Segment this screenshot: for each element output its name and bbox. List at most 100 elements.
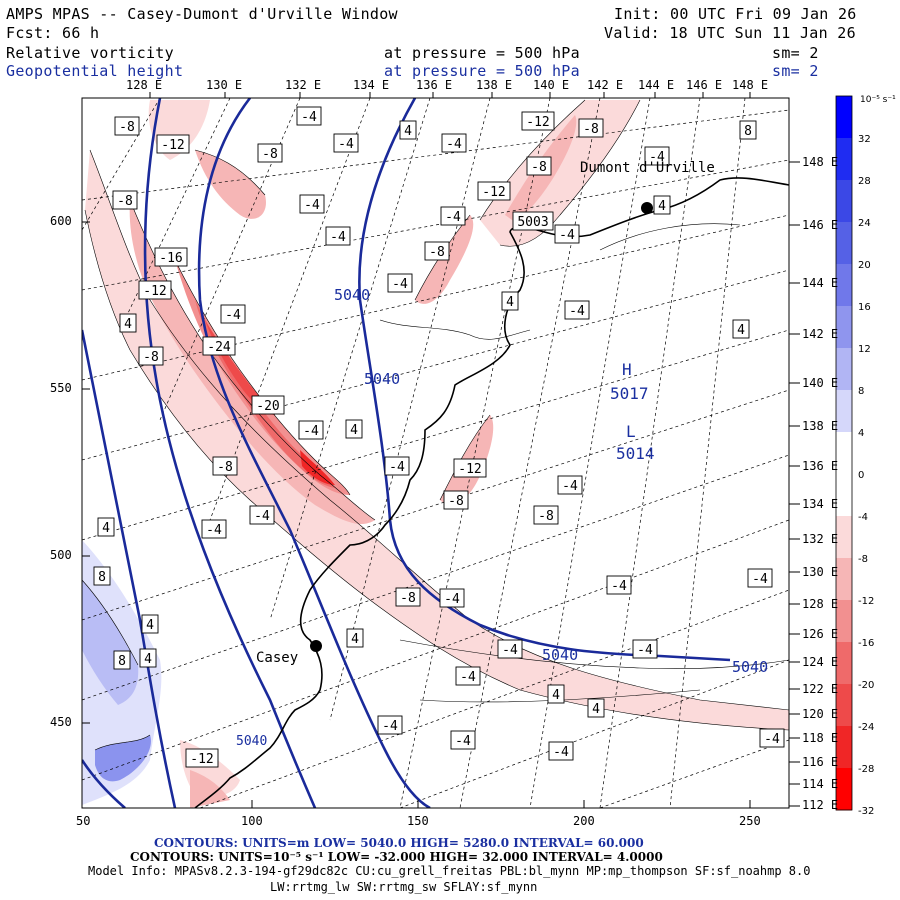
vorticity-label-box [141, 614, 159, 634]
vorticity-label: -12 [458, 462, 481, 477]
right-lon-label: 118 E [802, 731, 839, 745]
right-lon-label: 132 E [802, 532, 839, 546]
vorticity-label: -12 [161, 138, 184, 153]
vorticity-label-box [632, 639, 658, 659]
vorticity-label: -12 [143, 284, 166, 299]
vorticity-label: -8 [538, 509, 554, 524]
vorticity-label-box [138, 280, 172, 300]
vorticity-label-box [185, 748, 219, 768]
vorticity-label-box [257, 143, 283, 163]
colorbar-tick-label: -32 [858, 806, 874, 817]
vorticity-label-box [249, 505, 275, 525]
vorticity-label-box [395, 587, 421, 607]
colorbar-swatch [836, 432, 852, 475]
vorticity-label-box [526, 156, 552, 176]
vorticity-label-box [251, 395, 285, 415]
vorticity-label-box [587, 698, 605, 718]
negative-vorticity-band [85, 150, 789, 730]
height-contour-label: 5040 [236, 734, 268, 749]
right-lon-label: 144 E [802, 276, 839, 290]
right-lon-label: 142 E [802, 327, 839, 341]
vorticity-label: 4 [506, 295, 514, 310]
station-marker-casey [310, 640, 322, 652]
vorticity-label: -4 [446, 137, 462, 152]
vorticity-label: 4 [552, 688, 560, 703]
vorticity-label: -4 [304, 198, 320, 213]
vorticity-label: -4 [301, 110, 317, 125]
colorbar-swatch [836, 264, 852, 307]
top-lon-label: 136 E [416, 78, 453, 92]
colorbar-tick-label: 4 [858, 428, 864, 439]
right-lon-label: 134 E [802, 497, 839, 511]
low-center-symbol: L [626, 422, 636, 441]
vorticity-label-box [296, 106, 322, 126]
colorbar-swatch [836, 516, 852, 559]
vorticity-label-box [154, 247, 188, 267]
right-axis-ticks [789, 161, 800, 807]
colorbar-swatch [836, 726, 852, 769]
vorticity-label: 4 [737, 323, 745, 338]
vorticity-label-box [345, 419, 363, 439]
coastline [194, 177, 789, 808]
colorbar-swatch [836, 180, 852, 223]
vorticity-label: 4 [592, 702, 600, 717]
vorticity-label-box [759, 728, 785, 748]
vorticity-label: -12 [526, 115, 549, 130]
vorticity-label: -4 [444, 592, 460, 607]
x-axis-label: 150 [407, 814, 429, 828]
place-label-casey: Casey [256, 650, 299, 666]
vorticity-label-box [377, 715, 403, 735]
vorticity-label-box [212, 456, 238, 476]
vorticity-label-box [512, 211, 554, 231]
init-time: Init: 00 UTC Fri 09 Jan 26 [614, 5, 857, 23]
colorbar-swatch [836, 684, 852, 727]
vorticity-label-box [578, 118, 604, 138]
colorbar-tick-label: 12 [858, 344, 871, 355]
footer-model-info-2: LW:rrtmg_lw SW:rrtmg_sw SFLAY:sf_mynn [270, 880, 538, 894]
vorticity-label-box [533, 505, 559, 525]
vorticity-label: 8 [98, 570, 106, 585]
vorticity-label: -8 [400, 591, 416, 606]
vorticity-label-box [564, 300, 590, 320]
height-contour-label: 5040 [364, 370, 401, 388]
vorticity-label: -4 [206, 523, 222, 538]
colorbar-tick-label: 28 [858, 176, 871, 187]
station-marker-dumont [641, 202, 653, 214]
colorbar-tick-label: 20 [858, 260, 871, 271]
vorticity-label-box [455, 666, 481, 686]
vorticity-label-box [732, 319, 750, 339]
y-axis-label: 500 [50, 548, 72, 562]
right-lon-label: 140 E [802, 376, 839, 390]
vorticity-label-box [501, 291, 519, 311]
top-lon-label: 148 E [732, 78, 769, 92]
colorbar-tick-label: -4 [858, 512, 868, 523]
colorbar-swatch [836, 222, 852, 265]
colorbar-tick-label: -20 [858, 680, 874, 691]
vorticity-label-box [93, 566, 111, 586]
colorbar-tick-label: -12 [858, 596, 874, 607]
colorbar-swatch [836, 306, 852, 349]
vorticity-label-box [119, 313, 137, 333]
vorticity-label: -4 [569, 304, 585, 319]
footer-contours-vorticity: CONTOURS: UNITS=10⁻⁵ s⁻¹ LOW= -32.000 HI… [130, 850, 663, 864]
low-center-value: 5014 [616, 444, 655, 463]
vorticity-label: -16 [159, 251, 182, 266]
vorticity-label-box [644, 146, 670, 166]
vorticity-label: 4 [404, 124, 412, 139]
top-lon-label: 142 E [587, 78, 624, 92]
vorticity-labels: -8 -12 -8 -8 -4 -4 4 -4 -4 -16 -12 -4 -24 -20 -4 4 -8 4 -8… [93, 106, 785, 768]
top-lon-label: 146 E [686, 78, 723, 92]
vorticity-label-box [114, 116, 140, 136]
vorticity-label-box [477, 181, 511, 201]
colorbar-tick-label: 32 [858, 134, 871, 145]
vorticity-label-box [747, 568, 773, 588]
right-lon-label: 128 E [802, 597, 839, 611]
colorbar-swatch [836, 474, 852, 517]
vorticity-label: 5003 [517, 215, 548, 230]
vorticity-label-box [440, 206, 466, 226]
vorticity-label-box [220, 304, 246, 324]
height-contour-label: 5040 [732, 658, 769, 676]
vorticity-label-box [138, 346, 164, 366]
vorticity-label: -4 [455, 734, 471, 749]
height-contour-label: 5040 [334, 286, 371, 304]
